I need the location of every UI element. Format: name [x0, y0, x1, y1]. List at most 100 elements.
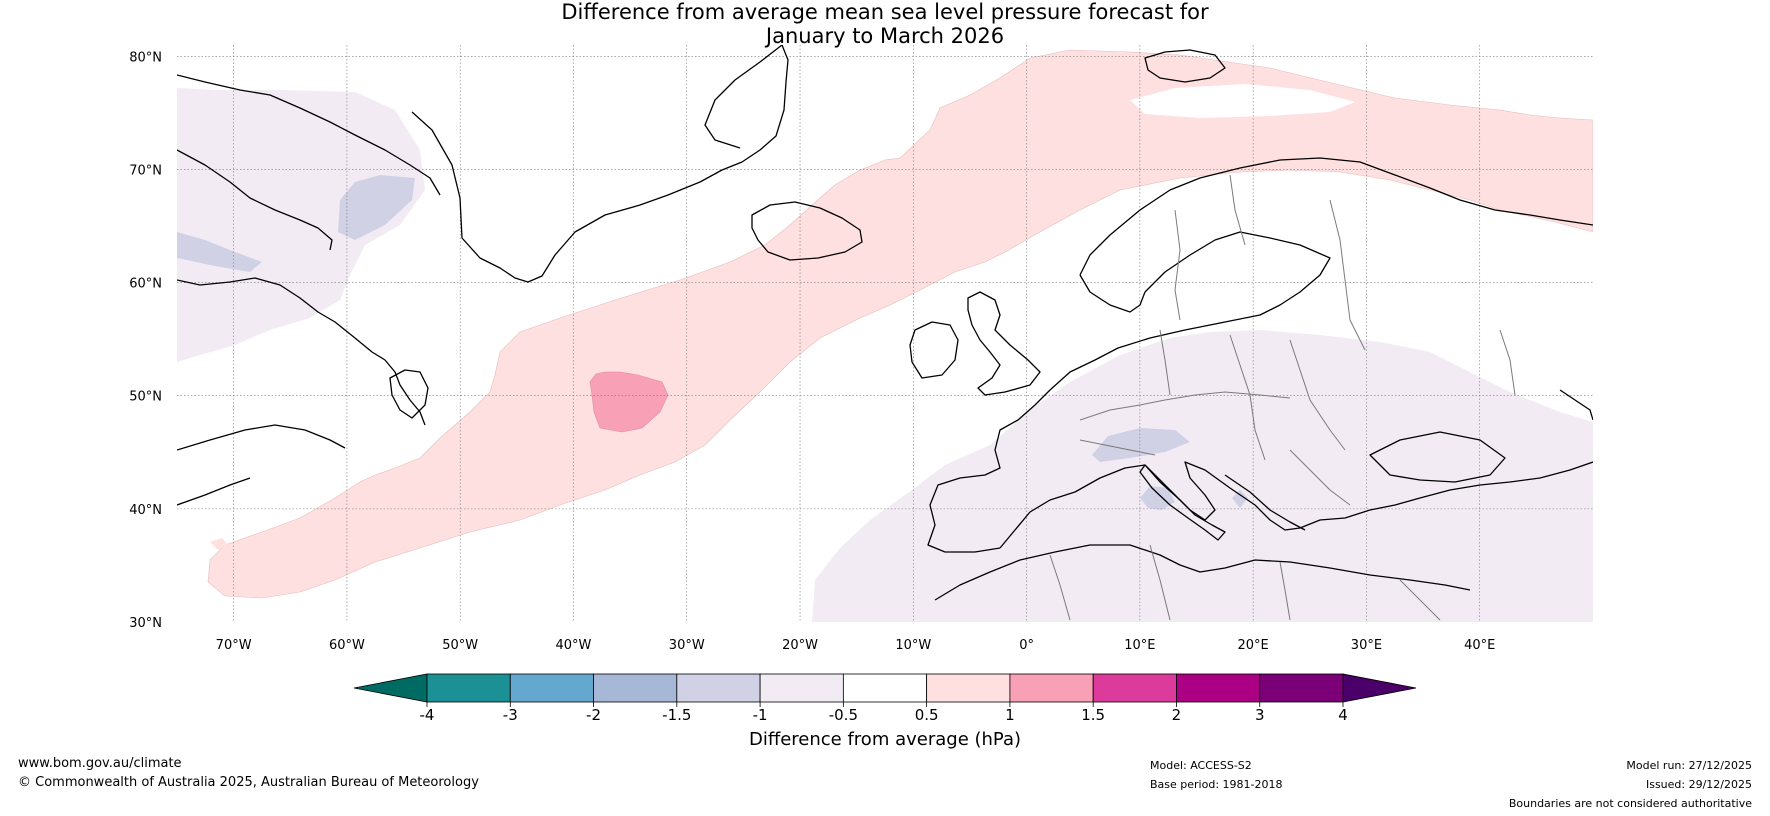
- anomaly-field: [177, 49, 1593, 622]
- longitude-label: 30°W: [669, 638, 705, 653]
- colorbar-tick-label: -1.5: [662, 706, 691, 724]
- colorbar-segment: [676, 673, 761, 703]
- anomaly-negative-europe-core-3: [1232, 490, 1248, 508]
- coast-balkans: [1224, 474, 1306, 531]
- coast-greenland: [411, 45, 789, 283]
- coast-nova-scotia: [177, 424, 346, 451]
- coast-iceland: [751, 201, 863, 261]
- colorbar-tick-label: 0.5: [915, 706, 939, 724]
- border-2: [1229, 174, 1246, 246]
- border-9: [1289, 449, 1351, 506]
- longitude-label: 30°E: [1351, 638, 1382, 653]
- map-title: Difference from average mean sea level p…: [0, 0, 1770, 48]
- longitude-label: 40°E: [1464, 638, 1495, 653]
- colorbar-segment: [509, 673, 594, 703]
- colorbar-tick-label: -3: [503, 706, 518, 724]
- colorbar-segment: [426, 673, 511, 703]
- footer-copyright: © Commonwealth of Australia 2025, Austra…: [18, 775, 479, 790]
- anomaly-negative-europe-core-2: [1140, 486, 1175, 510]
- coast-scandinavia: [1079, 157, 1593, 276]
- border-8: [1079, 439, 1156, 456]
- coast-italy: [1139, 464, 1226, 541]
- colorbar-tick-label: 3: [1255, 706, 1265, 724]
- coast-norway-south: [1079, 274, 1146, 313]
- longitude-label: 50°W: [442, 638, 478, 653]
- anomaly-positive-band: [207, 49, 1593, 599]
- anomaly-negative-west-core-2: [177, 232, 262, 272]
- coast-newfoundland: [389, 369, 429, 419]
- colorbar-tick-label: -4: [420, 706, 435, 724]
- border-7: [1289, 339, 1346, 451]
- longitude-label: 60°W: [329, 638, 365, 653]
- longitude-label: 10°E: [1124, 638, 1155, 653]
- colorbar-segment: [1009, 673, 1094, 703]
- coast-ireland: [909, 321, 959, 379]
- latitude-label: 70°N: [129, 163, 162, 178]
- longitude-label: 0°: [1019, 638, 1034, 653]
- anomaly-negative-west: [177, 88, 425, 362]
- border-3: [1329, 199, 1366, 351]
- footer-left: www.bom.gov.au/climate © Commonwealth of…: [18, 754, 479, 792]
- latitude-labels: 80°N 70°N 60°N 50°N 40°N 30°N: [129, 50, 162, 631]
- colorbar-tick-label: -2: [586, 706, 601, 724]
- coast-black-sea: [1369, 431, 1506, 483]
- country-borders: [1049, 174, 1516, 621]
- coast-western-europe: [927, 329, 1186, 553]
- coast-greenland-north: [704, 45, 783, 149]
- coast-baffin: [177, 149, 333, 251]
- colorbar-segment: [759, 673, 844, 703]
- border-6: [1229, 334, 1266, 461]
- longitude-label: 40°W: [556, 638, 592, 653]
- footer-website[interactable]: www.bom.gov.au/climate: [18, 756, 182, 771]
- colorbar-tick-label: 2: [1172, 706, 1182, 724]
- coast-us-east: [177, 477, 251, 506]
- coastlines: [177, 45, 1593, 601]
- longitude-label: 10°W: [895, 638, 931, 653]
- latitude-label: 40°N: [129, 503, 162, 518]
- title-line-2: January to March 2026: [765, 24, 1005, 48]
- border-11: [1149, 544, 1171, 621]
- latitude-label: 80°N: [129, 50, 162, 65]
- colorbar: -4 -3 -2 -1.5 -1 -0.5 0.5 1 1.5 2 3 4: [353, 673, 1417, 724]
- coast-labrador: [177, 277, 426, 426]
- border-5: [1159, 329, 1171, 396]
- colorbar-segment: [593, 673, 678, 703]
- coast-north-africa: [934, 544, 1471, 601]
- footer-model-run: Model run: 27/12/2025: [1626, 759, 1752, 772]
- colorbar-segment: [1092, 673, 1177, 703]
- anomaly-positive-hole: [1130, 84, 1355, 118]
- coast-canada-arctic: [177, 74, 441, 196]
- longitude-label: 70°W: [216, 638, 252, 653]
- colorbar-under-arrow: [353, 673, 428, 703]
- border-14: [1499, 329, 1516, 396]
- border-10: [1049, 554, 1071, 621]
- latitude-label: 30°N: [129, 616, 162, 631]
- footer-issued: Issued: 29/12/2025: [1645, 778, 1752, 791]
- border-1: [1174, 209, 1181, 321]
- footer-disclaimer: Boundaries are not considered authoritat…: [1508, 797, 1752, 810]
- colorbar-tick-label: -1: [753, 706, 768, 724]
- anomaly-positive-small: [210, 538, 228, 550]
- anomaly-negative-europe: [812, 330, 1593, 622]
- coast-great-britain: [967, 291, 1041, 396]
- footer-base-period: Base period: 1981-2018: [1150, 778, 1283, 791]
- border-13: [1399, 579, 1441, 621]
- anomaly-positive-core: [589, 371, 669, 433]
- latitude-label: 60°N: [129, 277, 162, 292]
- colorbar-segment: [842, 673, 928, 703]
- anomaly-negative-europe-core-1: [1092, 428, 1190, 462]
- coast-svalbard: [1144, 49, 1226, 83]
- border-12: [1279, 561, 1291, 621]
- colorbar-tick-label: 1.5: [1081, 706, 1105, 724]
- longitude-label: 20°E: [1238, 638, 1269, 653]
- colorbar-segment: [1259, 673, 1344, 703]
- colorbar-segment: [926, 673, 1011, 703]
- colorbar-tick-label: 1: [1005, 706, 1015, 724]
- footer-middle: Model: ACCESS-S2 Base period: 1981-2018: [1150, 756, 1282, 794]
- longitude-labels: 70°W 60°W 50°W 40°W 30°W 20°W 10°W 0° 10°E 20°E 30…: [216, 638, 1496, 653]
- coast-baltic: [1144, 231, 1331, 331]
- coast-caspian-east: [1559, 389, 1593, 421]
- footer-model: Model: ACCESS-S2: [1150, 759, 1252, 772]
- title-line-1: Difference from average mean sea level p…: [561, 0, 1209, 24]
